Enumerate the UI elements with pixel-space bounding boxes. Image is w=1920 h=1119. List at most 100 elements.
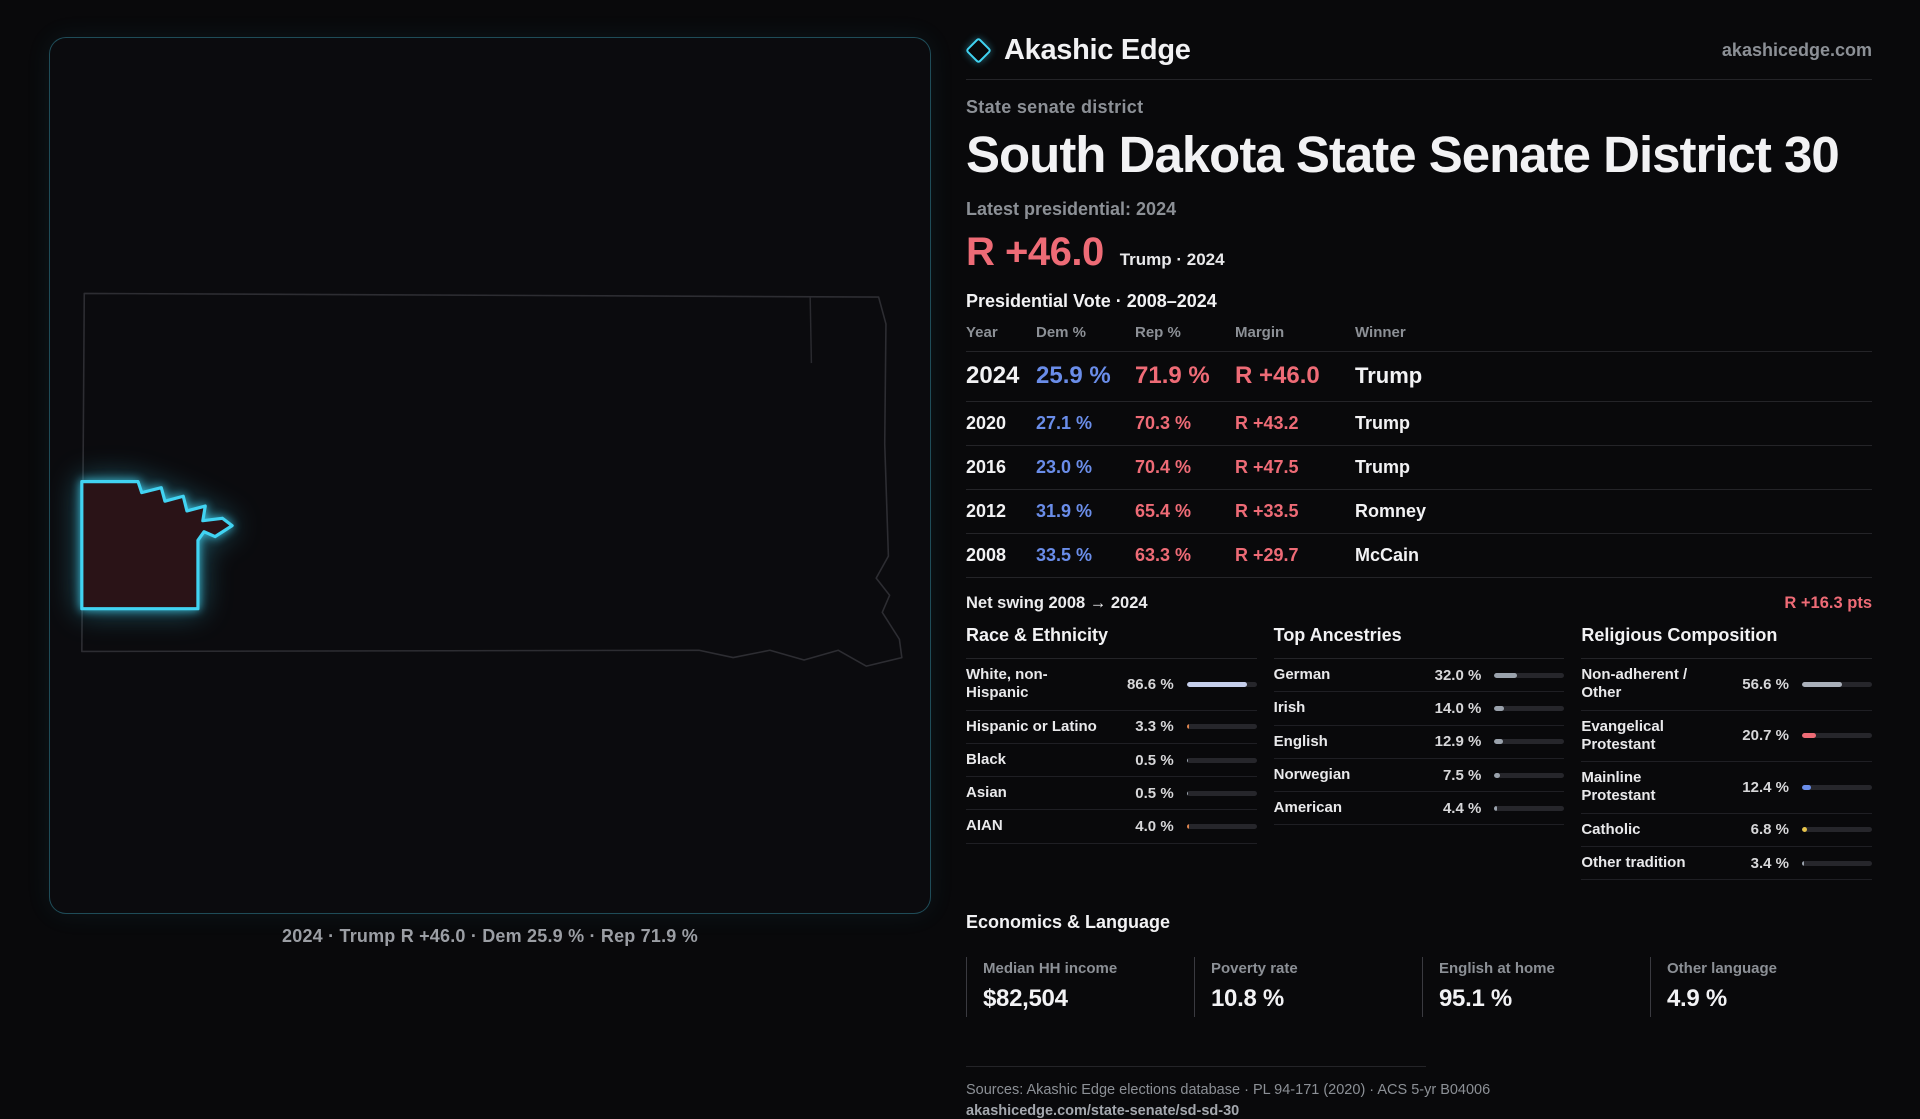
demo-bar xyxy=(1801,860,1872,866)
district-map-panel xyxy=(49,37,931,914)
stat-other-language: Other language 4.9 % xyxy=(1650,957,1878,1018)
demo-label: Catholic xyxy=(1581,820,1641,838)
demo-label: AIAN xyxy=(966,817,1003,835)
vote-winner: Trump xyxy=(1355,413,1411,433)
stat-value: 4.9 % xyxy=(1667,985,1727,1013)
net-swing-value: R +16.3 pts xyxy=(1784,594,1872,612)
demo-label: Mainline Protestant xyxy=(1581,769,1656,805)
demo-row: AIAN 4.0 % xyxy=(966,810,1257,844)
stat-english-at-home: English at home 95.1 % xyxy=(1422,957,1650,1018)
demo-row: English 12.9 % xyxy=(1273,726,1565,759)
vote-year: 2008 xyxy=(966,545,1007,565)
vote-table-row-2024: 2024 25.9 % 71.9 % R +46.0 Trump xyxy=(966,352,1872,402)
detail-column: Akashic Edge akashicedge.com State senat… xyxy=(965,0,1872,1119)
headline-margin-context: Trump · 2024 xyxy=(1119,250,1225,269)
vote-margin: R +33.5 xyxy=(1235,501,1299,521)
vote-dem-pct: 31.9 % xyxy=(1036,501,1093,521)
demo-value: 86.6 % xyxy=(1126,675,1174,693)
vote-table-row-2020: 2020 27.1 % 70.3 % R +43.2 Trump xyxy=(966,402,1872,446)
demo-value: 20.7 % xyxy=(1742,727,1789,745)
district-type-kicker: State senate district xyxy=(966,97,1144,117)
vote-rep-pct: 65.4 % xyxy=(1135,501,1192,521)
demo-row: Evangelical Protestant 20.7 % xyxy=(1581,711,1872,763)
vote-table-row-2012: 2012 31.9 % 65.4 % R +33.5 Romney xyxy=(966,490,1872,534)
demo-row: White, non-Hispanic 86.6 % xyxy=(966,659,1257,711)
vote-margin: R +43.2 xyxy=(1235,413,1299,433)
net-swing-row: Net swing 2008 → 2024 R +16.3 pts xyxy=(966,594,1872,613)
stat-label: Other language xyxy=(1667,960,1778,978)
demo-value: 3.3 % xyxy=(1135,718,1174,736)
demo-row: Hispanic or Latino 3.3 % xyxy=(966,711,1257,744)
brand-name: Akashic Edge xyxy=(1004,34,1191,66)
demo-value: 12.9 % xyxy=(1434,733,1482,751)
vote-rep-pct: 63.3 % xyxy=(1135,545,1192,565)
demo-label: Non-adherent / Other xyxy=(1581,666,1688,702)
demo-value: 6.8 % xyxy=(1750,821,1789,839)
demo-bar xyxy=(1186,824,1257,830)
section-title: Top Ancestries xyxy=(1273,625,1565,659)
demo-value: 56.6 % xyxy=(1742,675,1789,693)
permalink[interactable]: akashicedge.com/state-senate/sd-sd-30 xyxy=(966,1103,1240,1119)
headline-margin-row: R +46.0 Trump · 2024 xyxy=(966,230,1872,275)
stat-value: $82,504 xyxy=(983,985,1068,1013)
demo-value: 0.5 % xyxy=(1135,751,1174,769)
demo-label: Norwegian xyxy=(1273,765,1351,783)
demo-label: White, non-Hispanic xyxy=(966,666,1048,702)
vote-dem-pct: 25.9 % xyxy=(1036,362,1111,389)
demo-value: 4.4 % xyxy=(1442,799,1482,817)
brand-diamond-icon xyxy=(965,37,992,64)
vote-rep-pct: 70.4 % xyxy=(1135,457,1192,477)
col-dem: Dem % xyxy=(1036,324,1087,341)
demo-value: 14.0 % xyxy=(1434,699,1482,717)
demo-row: Irish 14.0 % xyxy=(1273,692,1565,726)
section-title: Religious Composition xyxy=(1581,625,1872,659)
demo-bar xyxy=(1494,805,1565,811)
stat-poverty-rate: Poverty rate 10.8 % xyxy=(1194,957,1422,1018)
vote-winner: Trump xyxy=(1355,457,1411,477)
state-border-detail-line xyxy=(809,297,813,364)
col-margin: Margin xyxy=(1235,324,1285,341)
demo-value: 0.5 % xyxy=(1135,784,1174,802)
presidential-vote-table: Year Dem % Rep % Margin Winner 2024 25.9… xyxy=(966,324,1872,578)
demo-bar xyxy=(1186,681,1257,687)
demo-label: Hispanic or Latino xyxy=(966,717,1097,735)
vote-table-header-row: Year Dem % Rep % Margin Winner xyxy=(966,324,1872,352)
demo-label: American xyxy=(1273,799,1343,817)
demo-bar xyxy=(1801,784,1872,790)
demo-bar xyxy=(1494,739,1565,745)
vote-year: 2024 xyxy=(966,362,1020,389)
demo-value: 3.4 % xyxy=(1750,854,1789,872)
section-race-ethnicity: Race & Ethnicity White, non-Hispanic 86.… xyxy=(966,625,1257,880)
vote-dem-pct: 23.0 % xyxy=(1036,457,1093,477)
vote-year: 2020 xyxy=(966,413,1007,433)
demo-label: German xyxy=(1273,666,1331,683)
demo-bar xyxy=(1186,724,1257,730)
economics-section-title: Economics & Language xyxy=(966,912,1171,933)
district-30-shape xyxy=(80,480,234,611)
demo-value: 7.5 % xyxy=(1442,766,1482,784)
vote-dem-pct: 27.1 % xyxy=(1036,413,1093,433)
district-map xyxy=(80,292,903,667)
demo-bar xyxy=(1494,705,1565,711)
demo-row: Non-adherent / Other 56.6 % xyxy=(1581,659,1872,711)
vote-table-row-2016: 2016 23.0 % 70.4 % R +47.5 Trump xyxy=(966,446,1872,490)
demo-bar xyxy=(1494,772,1565,778)
demo-row: German 32.0 % xyxy=(1273,659,1565,693)
vote-dem-pct: 33.5 % xyxy=(1036,545,1093,565)
latest-presidential-label: Latest presidential: 2024 xyxy=(966,199,1177,219)
section-title: Race & Ethnicity xyxy=(966,625,1257,659)
brand-header: Akashic Edge akashicedge.com xyxy=(965,0,1872,67)
demo-label: English xyxy=(1273,732,1328,750)
stat-label: Median HH income xyxy=(983,960,1118,978)
stat-value: 10.8 % xyxy=(1211,985,1284,1013)
vote-margin: R +46.0 xyxy=(1235,362,1320,389)
vote-winner: Trump xyxy=(1355,363,1423,388)
brand-site-link[interactable]: akashicedge.com xyxy=(1721,40,1872,60)
vote-rep-pct: 70.3 % xyxy=(1135,413,1192,433)
demo-value: 4.0 % xyxy=(1135,818,1174,836)
vote-margin: R +47.5 xyxy=(1235,457,1299,477)
demo-bar xyxy=(1801,827,1872,833)
demo-label: Asian xyxy=(966,784,1007,802)
demo-label: Evangelical Protestant xyxy=(1581,717,1664,753)
stat-value: 95.1 % xyxy=(1439,985,1512,1013)
